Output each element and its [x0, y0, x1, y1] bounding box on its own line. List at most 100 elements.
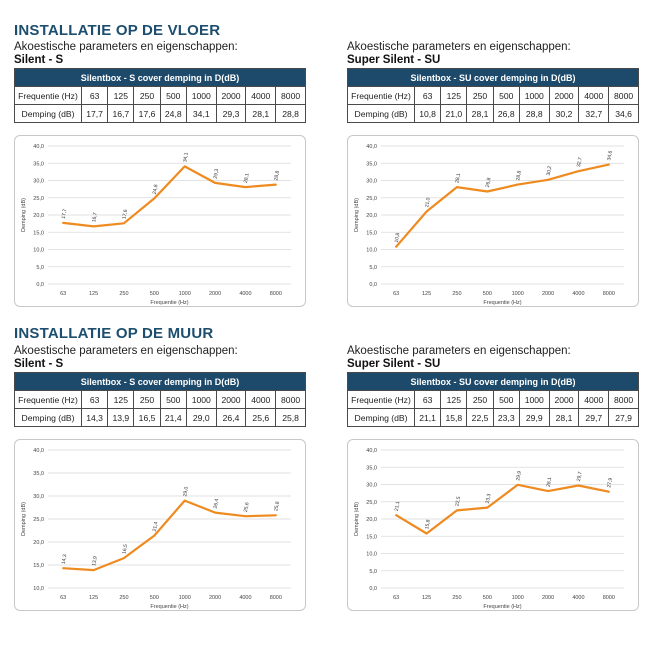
x-tick-label: 1000 [512, 291, 524, 297]
x-tick-label: 2000 [542, 595, 554, 601]
y-tick-label: 30,0 [366, 483, 377, 489]
section-title-muur: INSTALLATIE OP DE MUUR [14, 325, 214, 342]
table-title: Silentbox - SU cover demping in D(dB) [347, 68, 639, 87]
data-label: 21,1 [394, 501, 402, 512]
x-tick-label: 63 [60, 291, 66, 297]
line-chart-muur-silent-s: 10,0 15,0 20,0 25,0 30,0 35,0 40,0 63 125 250 500 1… [21, 448, 291, 610]
x-axis-title: Frequentie (Hz) [483, 604, 521, 610]
y-tick-label: 10,0 [33, 248, 44, 254]
x-tick-label: 4000 [239, 291, 251, 297]
series-line [395, 163, 610, 248]
table-row-damping: Demping (dB) 14,3 13,9 16,5 21,4 29,0 26… [14, 408, 306, 427]
table-cell: 21,4 [159, 408, 187, 427]
data-label: 23,3 [485, 493, 493, 504]
y-tick-label: 30,0 [33, 179, 44, 185]
data-label: 32,7 [576, 157, 584, 168]
y-tick-label: 20,0 [366, 213, 377, 219]
line-chart-muur-super-silent-su: 0,0 5,0 10,0 15,0 20,0 25,0 30,0 35,0 40,0 63 125 2… [354, 448, 624, 610]
y-tick-label: 5,0 [369, 569, 377, 575]
x-axis-title: Frequentie (Hz) [150, 604, 188, 610]
table-cell: 63 [413, 390, 442, 409]
y-tick-label: 25,0 [366, 196, 377, 202]
data-label: 16,7 [91, 212, 99, 223]
y-axis-title: Demping (dB) [21, 502, 27, 536]
table-cell: 2000 [215, 86, 247, 105]
table-cell: 250 [133, 86, 161, 105]
data-label: 17,6 [121, 209, 129, 220]
table-cell: 2000 [215, 390, 247, 409]
table-cell: 8000 [608, 86, 639, 105]
table-cell: 63 [80, 86, 109, 105]
table-cell: 500 [492, 390, 520, 409]
table-cell: 29,7 [578, 408, 610, 427]
table-cell: 34,6 [608, 104, 639, 123]
table-title: Silentbox - S cover demping in D(dB) [14, 372, 306, 391]
table-cell: 16,7 [107, 104, 135, 123]
y-tick-label: 15,0 [366, 534, 377, 540]
y-tick-label: 0,0 [369, 586, 377, 592]
spec-table: Silentbox - SU cover demping in D(dB) Fr… [347, 68, 639, 123]
table-cell: 4000 [245, 390, 277, 409]
y-tick-label: 10,0 [366, 248, 377, 254]
table-cell: 28,8 [518, 104, 550, 123]
x-tick-label: 500 [483, 595, 492, 601]
table-cell: 22,5 [466, 408, 494, 427]
table-cell: 17,7 [80, 104, 109, 123]
table-cell: 4000 [245, 86, 277, 105]
table-cell: 125 [107, 390, 135, 409]
row-label: Demping (dB) [347, 104, 415, 123]
table-row-frequency: Frequentie (Hz) 63 125 250 500 1000 2000… [14, 390, 306, 409]
panel-subtitle: Akoestische parameters en eigenschappen: [14, 41, 238, 53]
y-tick-label: 5,0 [369, 265, 377, 271]
x-tick-label: 8000 [270, 291, 282, 297]
y-tick-label: 40,0 [33, 448, 44, 454]
table-cell: 29,9 [518, 408, 550, 427]
data-label: 25,6 [243, 502, 251, 513]
panel-subtitle: Akoestische parameters en eigenschappen: [347, 41, 571, 53]
y-tick-label: 40,0 [366, 144, 377, 150]
y-tick-label: 20,0 [33, 213, 44, 219]
table-cell: 8000 [275, 86, 306, 105]
table-cell: 1000 [185, 390, 217, 409]
row-label: Demping (dB) [14, 408, 82, 427]
table-cell: 26,4 [215, 408, 247, 427]
table-row-frequency: Frequentie (Hz) 63 125 250 500 1000 2000… [347, 390, 639, 409]
panel-muur-super-silent-su: Akoestische parameters en eigenschappen:… [347, 345, 639, 611]
table-cell: 14,3 [80, 408, 109, 427]
data-label: 24,8 [152, 184, 160, 195]
row-label: Demping (dB) [14, 104, 82, 123]
table-cell: 28,8 [275, 104, 306, 123]
data-label: 16,5 [121, 544, 129, 555]
y-tick-label: 30,0 [33, 494, 44, 500]
data-label: 28,8 [273, 170, 281, 181]
x-tick-label: 4000 [572, 291, 584, 297]
x-tick-label: 1000 [179, 291, 191, 297]
table-cell: 250 [133, 390, 161, 409]
y-tick-label: 15,0 [366, 230, 377, 236]
data-label: 29,9 [515, 470, 523, 481]
table-cell: 25,8 [275, 408, 306, 427]
x-tick-label: 125 [89, 291, 98, 297]
data-label: 14,3 [61, 554, 69, 565]
table-cell: 34,1 [185, 104, 217, 123]
y-tick-label: 35,0 [33, 161, 44, 167]
y-tick-label: 30,0 [366, 179, 377, 185]
y-tick-label: 15,0 [33, 563, 44, 569]
table-cell: 1000 [185, 86, 217, 105]
table-title: Silentbox - SU cover demping in D(dB) [347, 372, 639, 391]
y-tick-label: 35,0 [33, 471, 44, 477]
table-cell: 15,8 [440, 408, 468, 427]
x-tick-label: 125 [89, 595, 98, 601]
data-label: 29,3 [213, 168, 221, 179]
data-label: 28,1 [243, 173, 251, 184]
x-tick-label: 63 [393, 595, 399, 601]
y-tick-label: 35,0 [366, 161, 377, 167]
data-label: 30,2 [546, 165, 554, 176]
row-label: Frequentie (Hz) [347, 390, 415, 409]
data-label: 15,8 [424, 519, 432, 530]
table-row-frequency: Frequentie (Hz) 63 125 250 500 1000 2000… [14, 86, 306, 105]
table-row-damping: Demping (dB) 17,7 16,7 17,6 24,8 34,1 29… [14, 104, 306, 123]
y-axis-title: Demping (dB) [21, 198, 27, 232]
panel-subtitle: Akoestische parameters en eigenschappen: [347, 345, 571, 357]
panel-vloer-super-silent-su: Akoestische parameters en eigenschappen:… [347, 41, 639, 307]
